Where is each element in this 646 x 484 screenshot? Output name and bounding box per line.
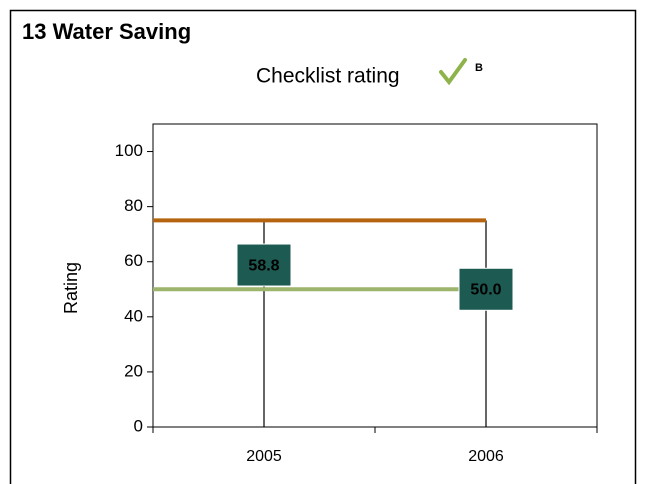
value-box — [458, 267, 514, 311]
y-tick-label: 0 — [134, 416, 143, 435]
data-label: 50.0 — [470, 281, 501, 298]
subtitle: Checklist rating — [256, 65, 400, 88]
value-box — [236, 243, 292, 287]
y-tick-label: 60 — [124, 251, 143, 270]
subtitle-note: B — [475, 62, 483, 74]
plot-area — [152, 123, 598, 428]
x-tick-label: 2006 — [468, 448, 504, 465]
frame — [9, 9, 637, 484]
y-tick-label: 100 — [115, 141, 143, 160]
y-tick-label: 20 — [124, 361, 143, 380]
y-axis-label: Rating — [61, 262, 81, 314]
chart-title: 13 Water Saving — [22, 19, 191, 44]
y-tick-label: 40 — [124, 306, 143, 325]
data-label: 58.8 — [248, 257, 279, 274]
y-tick-label: 80 — [124, 196, 143, 215]
x-tick-label: 2005 — [246, 448, 282, 465]
check-icon — [439, 58, 467, 86]
